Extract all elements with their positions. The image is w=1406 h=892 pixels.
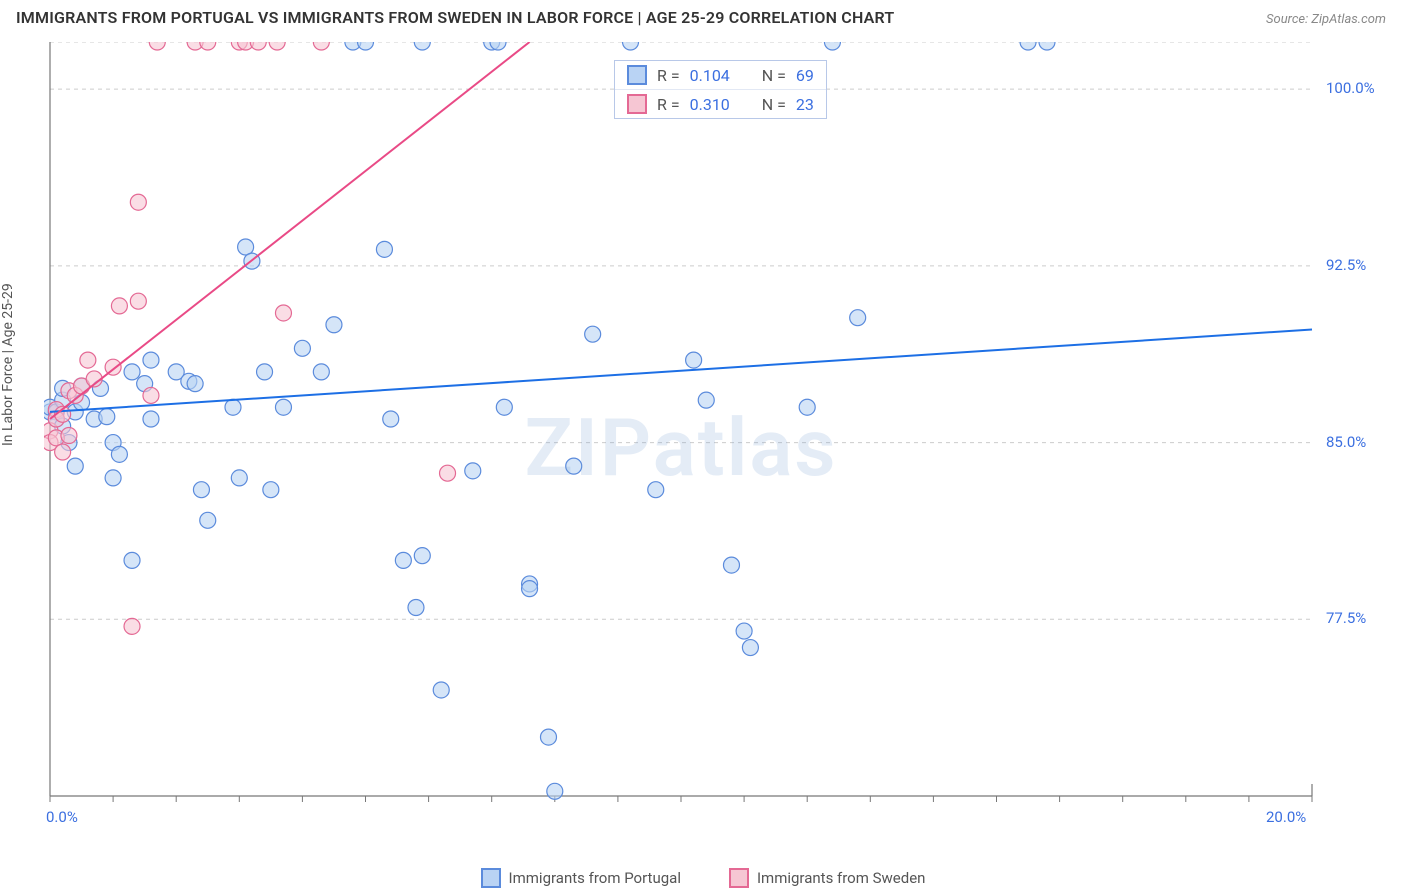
legend-swatch xyxy=(729,868,749,888)
series-legend: Immigrants from Portugal Immigrants from … xyxy=(0,868,1406,888)
legend-item: Immigrants from Sweden xyxy=(729,868,925,888)
scatter-plot-svg xyxy=(44,42,1318,822)
n-label: N = xyxy=(762,95,786,114)
legend-item: Immigrants from Portugal xyxy=(481,868,681,888)
correlation-legend-row: R = 0.104 N = 69 xyxy=(615,61,826,89)
x-axis-tick: 20.0% xyxy=(1266,808,1306,826)
chart-source: Source: ZipAtlas.com xyxy=(1266,12,1386,27)
y-axis-tick: 92.5% xyxy=(1326,256,1366,274)
chart-title: IMMIGRANTS FROM PORTUGAL VS IMMIGRANTS F… xyxy=(16,8,894,27)
legend-swatch xyxy=(481,868,501,888)
correlation-legend-row: R = 0.310 N = 23 xyxy=(615,89,826,118)
n-label: N = xyxy=(762,66,786,85)
legend-swatch xyxy=(627,65,647,85)
legend-swatch xyxy=(627,94,647,114)
n-value: 69 xyxy=(796,66,814,85)
x-axis-tick: 0.0% xyxy=(46,808,78,826)
y-axis-tick: 85.0% xyxy=(1326,433,1366,451)
legend-label: Immigrants from Portugal xyxy=(509,869,681,887)
correlation-legend-box: R = 0.104 N = 69R = 0.310 N = 23 xyxy=(614,60,827,119)
n-value: 23 xyxy=(796,95,814,114)
y-axis-tick: 77.5% xyxy=(1326,609,1366,627)
r-label: R = xyxy=(657,95,680,114)
y-axis-tick: 100.0% xyxy=(1326,79,1375,97)
y-axis-label: In Labor Force | Age 25-29 xyxy=(0,283,16,446)
r-value: 0.310 xyxy=(690,95,730,114)
r-label: R = xyxy=(657,66,680,85)
chart-header: IMMIGRANTS FROM PORTUGAL VS IMMIGRANTS F… xyxy=(0,0,1406,31)
plot-area: ZIPatlas R = 0.104 N = 69R = 0.310 N = 2… xyxy=(44,42,1318,822)
r-value: 0.104 xyxy=(690,66,730,85)
legend-label: Immigrants from Sweden xyxy=(757,869,925,887)
